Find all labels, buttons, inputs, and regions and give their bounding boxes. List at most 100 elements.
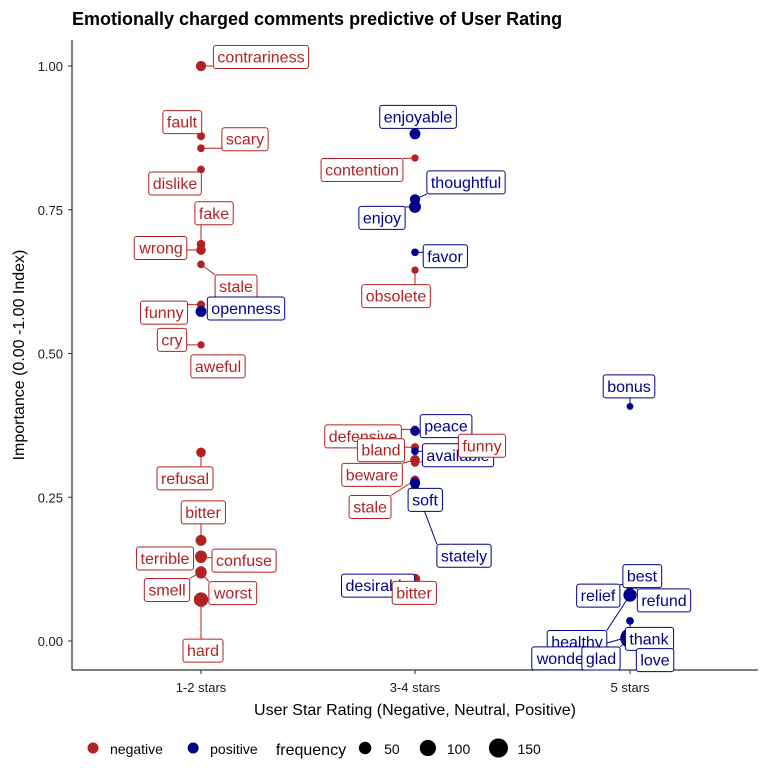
word-label-box: [635, 648, 675, 673]
data-point: [411, 154, 419, 162]
word-label-text: thank: [629, 631, 669, 648]
word-label-box: [419, 414, 473, 439]
word-label: terrible: [136, 546, 195, 571]
data-point: [195, 534, 207, 546]
word-label-box: [602, 374, 656, 399]
word-label: smell: [143, 578, 191, 602]
plot-area: 0.00 0.25 0.50 0.75 1.00 1-2 stars 3-4 stars 5…: [38, 40, 758, 695]
data-point: [411, 248, 419, 257]
word-label-box: [391, 580, 437, 605]
word-label: enjoyable: [379, 104, 457, 129]
word-label-text: worst: [213, 586, 253, 603]
word-label-text: cry: [161, 332, 182, 349]
word-label-text: favor: [427, 249, 463, 266]
word-label-box: [190, 354, 246, 379]
word-label: openness: [206, 296, 286, 321]
legend-size-swatch: [488, 738, 509, 758]
word-label: bland: [356, 438, 406, 463]
data-point: [410, 458, 420, 467]
word-label-text: stale: [219, 279, 253, 296]
word-label-box: [180, 500, 226, 525]
legend-negative-swatch: [87, 742, 99, 754]
word-label-box: [379, 104, 457, 129]
word-label-box: [143, 578, 191, 602]
data-point: [623, 588, 637, 602]
word-label: contrariness: [212, 45, 310, 69]
word-label: thank: [624, 626, 675, 651]
word-label-text: refusal: [161, 471, 209, 488]
word-label: beware: [341, 462, 403, 487]
word-label-box: [348, 495, 392, 519]
legend-size-swatch: [358, 741, 372, 755]
y-axis-title: Importance (0.00 -1.00 Index): [11, 250, 28, 461]
word-labels: contrariness fault scary dislike fake wrong st…: [133, 45, 692, 673]
word-label: bitter: [180, 500, 226, 525]
word-label-box: [221, 127, 269, 152]
word-label-box: [581, 646, 621, 671]
word-label-text: enjoyable: [384, 109, 453, 126]
word-label-text: love: [640, 653, 669, 670]
word-label-text: wrong: [138, 241, 183, 258]
word-label-text: terrible: [141, 551, 190, 568]
data-point: [411, 447, 419, 456]
word-label-text: aweful: [195, 359, 241, 376]
word-label: dislike: [148, 171, 202, 196]
legend-size-title: frequency: [276, 742, 346, 759]
word-label-box: [436, 543, 492, 568]
word-label: funny: [457, 433, 507, 458]
y-tick-label: 1.00: [38, 59, 63, 74]
y-axis-ticks: 0.00 0.25 0.50 0.75 1.00: [38, 59, 72, 649]
chart-title: Emotionally charged comments predictive …: [72, 9, 562, 29]
word-label: obsolete: [361, 284, 431, 309]
data-point: [195, 306, 207, 317]
word-label-box: [212, 45, 310, 69]
word-label-box: [422, 244, 468, 269]
word-label: funny: [139, 300, 189, 325]
word-label: fault: [162, 110, 203, 135]
legend: negative positive frequency 50 100 150: [87, 738, 541, 759]
data-point: [197, 260, 205, 269]
word-label-box: [162, 110, 203, 135]
word-label-box: [576, 583, 621, 608]
word-label-box: [457, 433, 507, 458]
word-label: stale: [214, 274, 258, 299]
data-point: [410, 481, 420, 490]
word-label: scary: [221, 127, 269, 152]
word-label-text: fake: [199, 206, 229, 223]
word-label: stately: [436, 543, 492, 568]
legend-size-label: 50: [384, 741, 400, 757]
word-label-text: funny: [462, 438, 501, 455]
word-label-box: [156, 466, 214, 491]
word-label-box: [206, 296, 286, 321]
word-label: worst: [208, 581, 258, 606]
word-label: thoughtful: [426, 170, 506, 195]
word-label-box: [426, 170, 506, 195]
word-label-box: [320, 158, 404, 182]
word-label-text: contrariness: [217, 50, 304, 67]
word-label: bitter: [391, 580, 437, 605]
legend-positive-label: positive: [210, 741, 258, 757]
word-label-text: soft: [412, 492, 438, 509]
word-label-box: [636, 588, 692, 613]
word-label: contention: [320, 158, 404, 182]
data-point: [411, 266, 419, 274]
legend-size-label: 100: [447, 741, 471, 757]
word-label-box: [148, 171, 202, 196]
data-point: [195, 552, 207, 564]
word-label-text: wonder: [536, 651, 590, 668]
word-label-text: openness: [211, 301, 280, 318]
word-label-text: relief: [581, 588, 616, 605]
word-label-box: [156, 327, 188, 352]
word-label-text: bitter: [185, 505, 221, 522]
x-tick-label: 3-4 stars: [390, 680, 441, 695]
word-label: glad: [581, 646, 621, 671]
y-tick-label: 0.75: [38, 203, 63, 218]
word-label: peace: [419, 414, 473, 439]
x-tick-label: 1-2 stars: [176, 680, 227, 695]
word-label-box: [361, 284, 431, 309]
data-point: [193, 592, 209, 607]
word-label: fake: [194, 201, 234, 226]
word-label-text: bonus: [607, 379, 651, 396]
word-label-text: enjoy: [363, 210, 401, 227]
